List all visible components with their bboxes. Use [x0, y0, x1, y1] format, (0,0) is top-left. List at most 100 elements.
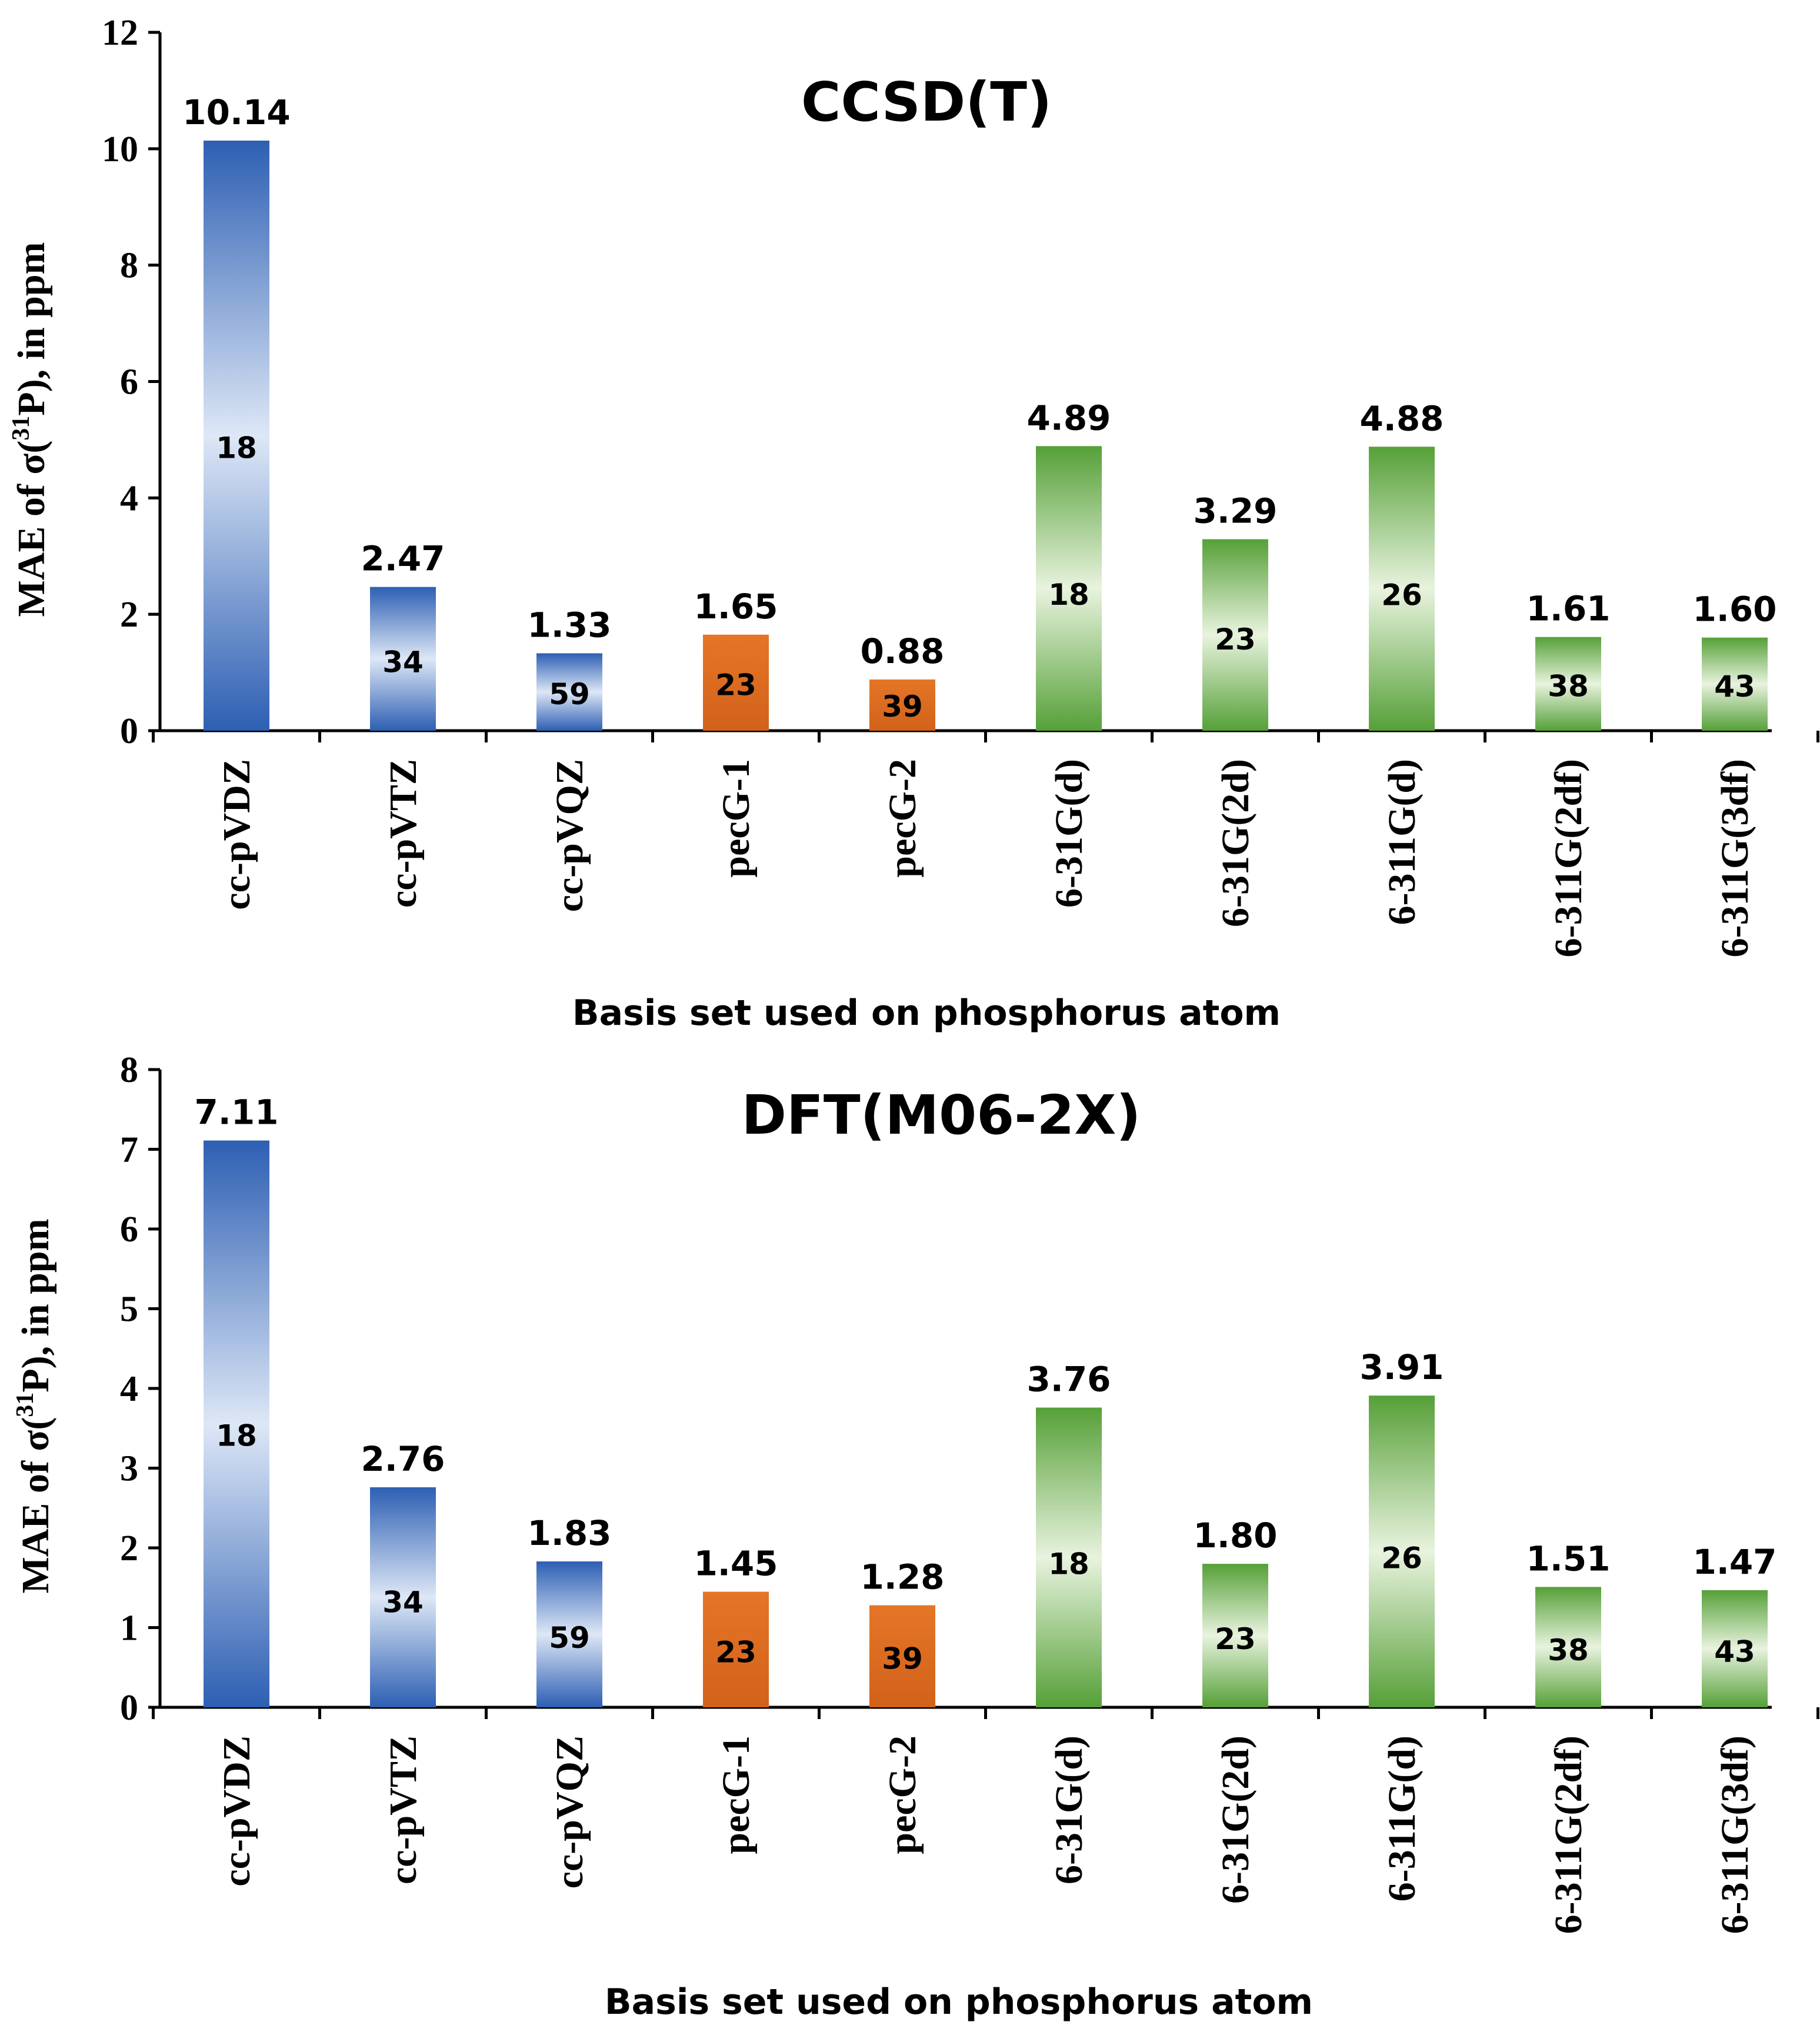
- bar-count-label: 18: [1048, 578, 1089, 612]
- y-ticks: 0 1 2 3 4 5 6 7 8: [120, 1050, 160, 1728]
- y-tick-label: 6: [120, 362, 138, 402]
- x-axis: cc-pVDZ cc-pVTZ cc-pVQZ pecG-1 pecG-2 6-31G(d…: [152, 729, 1819, 957]
- bar: [1535, 1587, 1601, 1707]
- bar-count-label: 23: [715, 1636, 756, 1670]
- y-tick-label: 12: [102, 13, 138, 53]
- x-tick-label: 6-31G(d): [1048, 759, 1091, 908]
- x-tick-label: cc-pVDZ: [215, 759, 258, 910]
- y-tick-label: 4: [120, 1369, 138, 1409]
- bar-value-label: 3.76: [1026, 1360, 1111, 1400]
- x-tick-label: 6-311G(3df): [1714, 759, 1756, 957]
- bar-count-label: 23: [1215, 1622, 1256, 1656]
- x-tick-label: 6-311G(d): [1381, 1736, 1424, 1901]
- x-tick-label: pecG-1: [715, 759, 758, 878]
- bar-group: 7.11 18: [194, 1093, 279, 1707]
- bar-value-label: 4.88: [1359, 398, 1444, 438]
- bar: [536, 1561, 602, 1707]
- x-axis: cc-pVDZ cc-pVTZ cc-pVQZ pecG-1 pecG-2 6-31G(d…: [152, 1706, 1819, 1934]
- x-tick-label: pecG-2: [881, 1736, 924, 1854]
- x-tick-label: 6-31G(2d): [1214, 1736, 1257, 1904]
- bars: 10.14 18 2.47 34 1.33 59 1.65 23 0.88 39 4.89 18 3.2…: [182, 92, 1777, 731]
- x-tick-label: pecG-1: [715, 1736, 758, 1854]
- chart-title: DFT(M06-2X): [742, 1084, 1141, 1147]
- x-tick-label: cc-pVQZ: [548, 759, 591, 912]
- bar-count-label: 59: [549, 677, 590, 711]
- bar-group: 3.76 18: [1026, 1360, 1111, 1707]
- bar: [1369, 1395, 1435, 1707]
- bar: [1202, 539, 1268, 731]
- bar: [204, 1140, 269, 1707]
- x-tick-label: 6-311G(2df): [1547, 759, 1590, 957]
- bar-group: 1.47 43: [1692, 1542, 1777, 1707]
- x-ticks: cc-pVDZ cc-pVTZ cc-pVQZ pecG-1 pecG-2 6-31G(d…: [152, 1707, 1819, 1934]
- bar-group: 1.80 23: [1193, 1516, 1278, 1707]
- x-axis-label: Basis set used on phosphorus atom: [572, 992, 1281, 1034]
- bar-value-label: 1.61: [1526, 589, 1610, 629]
- y-tick-label: 5: [120, 1290, 138, 1330]
- bar-count-label: 39: [882, 1642, 923, 1676]
- bar-value-label: 1.33: [527, 605, 611, 645]
- bar-count-label: 59: [549, 1621, 590, 1655]
- bar-count-label: 38: [1548, 1633, 1589, 1667]
- bar-count-label: 26: [1381, 578, 1422, 612]
- bar-group: 1.51 38: [1526, 1538, 1611, 1707]
- y-tick-label: 4: [120, 478, 138, 518]
- y-tick-label: 7: [120, 1130, 138, 1170]
- bar: [869, 679, 935, 731]
- bar-value-label: 7.11: [194, 1093, 278, 1133]
- x-tick-label: cc-pVTZ: [382, 759, 425, 908]
- bar-value-label: 4.89: [1026, 398, 1111, 438]
- bar-group: 2.47 34: [361, 539, 445, 731]
- bar-value-label: 3.91: [1359, 1347, 1444, 1387]
- bar-group: 1.61 38: [1526, 589, 1611, 731]
- bar-value-label: 1.47: [1692, 1542, 1776, 1582]
- y-tick-label: 8: [120, 246, 138, 286]
- bar-count-label: 39: [882, 690, 923, 724]
- bar-value-label: 0.88: [860, 631, 944, 671]
- bar-count-label: 43: [1714, 670, 1755, 704]
- x-tick-label: pecG-2: [881, 759, 924, 878]
- bar-group: 1.60 43: [1692, 589, 1777, 731]
- bars: 7.11 18 2.76 34 1.83 59 1.45 23 1.28 39 3.76 18 1.80…: [194, 1093, 1777, 1707]
- y-tick-label: 0: [120, 1688, 138, 1728]
- bar-group: 3.91 26: [1359, 1347, 1444, 1707]
- bar-group: 4.88 26: [1359, 398, 1444, 731]
- bar-value-label: 1.28: [860, 1557, 944, 1597]
- x-tick-label: cc-pVDZ: [215, 1736, 258, 1887]
- bar-value-label: 1.45: [694, 1544, 778, 1584]
- bar-value-label: 1.83: [527, 1513, 611, 1553]
- bar-value-label: 2.47: [361, 539, 445, 579]
- x-tick-label: 6-311G(2df): [1547, 1736, 1590, 1934]
- y-tick-label: 2: [120, 595, 138, 635]
- bar: [204, 140, 269, 731]
- bar-group: 0.88 39: [860, 631, 945, 731]
- y-ticks: 0 2 4 6 8 10 12: [102, 13, 160, 751]
- bar-value-label: 1.51: [1526, 1538, 1610, 1578]
- y-axis-label: MAE of σ(31P), in ppm: [8, 242, 53, 617]
- x-tick-label: 6-31G(2d): [1214, 759, 1257, 927]
- bar-group: 2.76 34: [361, 1439, 445, 1707]
- bar-group: 1.33 59: [527, 605, 612, 731]
- y-tick-label: 0: [120, 711, 138, 751]
- bar-count-label: 38: [1548, 670, 1589, 704]
- x-ticks: cc-pVDZ cc-pVTZ cc-pVQZ pecG-1 pecG-2 6-31G(d…: [152, 731, 1819, 957]
- bar-value-label: 1.65: [694, 587, 778, 627]
- bar-count-label: 23: [715, 668, 756, 702]
- x-axis-label: Basis set used on phosphorus atom: [605, 1981, 1313, 2023]
- x-tick-label: 6-311G(3df): [1714, 1736, 1756, 1934]
- bar-group: 10.14 18: [182, 92, 291, 731]
- bar: [1036, 1407, 1102, 1707]
- chart-panel-ccsdt: CCSD(T) 0 2 4 6 8 10 12 cc-pVDZ cc-pVTZ cc-pVQZ p…: [8, 13, 1819, 1034]
- bar-value-label: 2.76: [361, 1439, 445, 1479]
- x-tick-label: cc-pVTZ: [382, 1736, 425, 1884]
- bar: [869, 1605, 935, 1707]
- y-tick-label: 2: [120, 1528, 138, 1568]
- bar-count-label: 34: [382, 1585, 424, 1619]
- bar-value-label: 10.14: [182, 92, 290, 132]
- bar: [1702, 637, 1768, 731]
- bar-value-label: 3.29: [1193, 491, 1277, 531]
- bar-count-label: 18: [1048, 1547, 1089, 1581]
- bar-value-label: 1.60: [1692, 589, 1776, 630]
- bar: [1036, 446, 1102, 731]
